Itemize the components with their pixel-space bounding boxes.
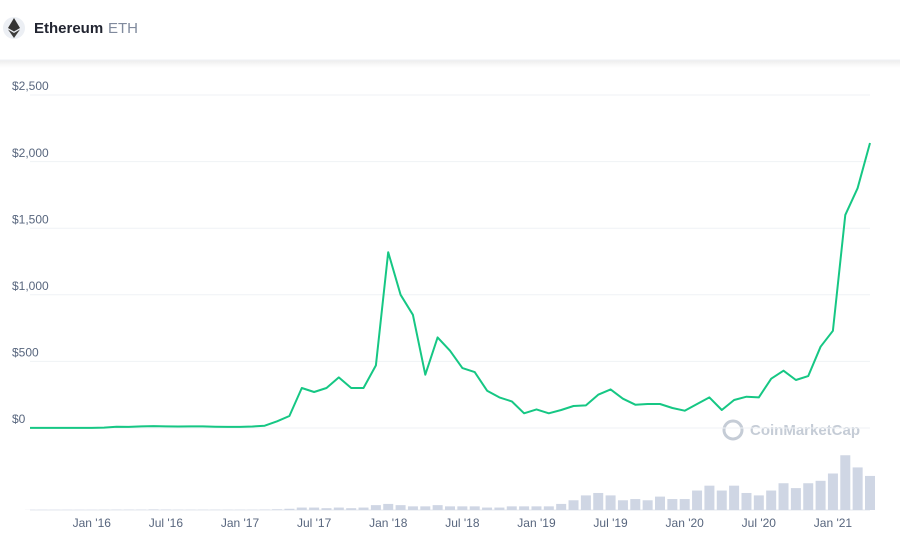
volume-bar bbox=[297, 508, 307, 510]
volume-bar bbox=[284, 509, 294, 510]
volume-bar bbox=[420, 506, 430, 510]
x-tick-label: Jul '19 bbox=[593, 516, 628, 530]
x-tick-label: Jan '19 bbox=[517, 516, 556, 530]
volume-bar bbox=[408, 506, 418, 510]
y-tick-label: $1,500 bbox=[12, 212, 49, 226]
volume-bar bbox=[556, 504, 566, 510]
volume-bar bbox=[309, 508, 319, 510]
x-tick-label: Jul '16 bbox=[149, 516, 184, 530]
volume-bar bbox=[519, 506, 529, 510]
volume-bar bbox=[729, 486, 739, 510]
volume-bar bbox=[717, 491, 727, 510]
price-line bbox=[30, 143, 870, 428]
x-tick-label: Jan '16 bbox=[73, 516, 112, 530]
volume-bar bbox=[680, 499, 690, 510]
volume-bar bbox=[865, 476, 875, 510]
volume-bar bbox=[593, 493, 603, 510]
volume-bar bbox=[396, 505, 406, 510]
volume-bar bbox=[618, 500, 628, 510]
x-tick-label: Jul '18 bbox=[445, 516, 480, 530]
volume-bar bbox=[581, 495, 591, 510]
x-tick-label: Jan '20 bbox=[666, 516, 705, 530]
volume-bar bbox=[840, 455, 850, 510]
y-tick-label: $1,000 bbox=[12, 279, 49, 293]
x-tick-label: Jan '17 bbox=[221, 516, 260, 530]
y-tick-label: $2,000 bbox=[12, 146, 49, 160]
volume-bar bbox=[531, 506, 541, 510]
volume-bar bbox=[630, 499, 640, 510]
volume-bar bbox=[272, 509, 282, 510]
volume-bar bbox=[606, 495, 616, 510]
volume-bar bbox=[643, 500, 653, 510]
volume-bar bbox=[346, 508, 356, 510]
volume-bar bbox=[766, 491, 776, 510]
volume-bar bbox=[853, 467, 863, 510]
volume-bar bbox=[754, 495, 764, 510]
y-tick-label: $500 bbox=[12, 346, 39, 360]
volume-bar bbox=[494, 508, 504, 510]
volume-bar bbox=[433, 505, 443, 510]
x-tick-label: Jul '17 bbox=[297, 516, 332, 530]
x-tick-label: Jul '20 bbox=[742, 516, 777, 530]
y-tick-label: $2,500 bbox=[12, 79, 49, 93]
volume-bar bbox=[544, 506, 554, 510]
volume-bar bbox=[803, 483, 813, 510]
volume-bar bbox=[816, 481, 826, 510]
volume-bar bbox=[741, 493, 751, 510]
volume-bar bbox=[569, 500, 579, 510]
watermark-logo bbox=[724, 421, 742, 439]
x-tick-label: Jan '18 bbox=[369, 516, 408, 530]
volume-bar bbox=[667, 499, 677, 510]
volume-bar bbox=[334, 508, 344, 510]
volume-bar bbox=[482, 508, 492, 510]
header-shadow bbox=[0, 60, 900, 68]
volume-bar bbox=[692, 491, 702, 510]
coin-symbol: ETH bbox=[108, 20, 138, 37]
volume-bar bbox=[149, 509, 159, 510]
watermark: CoinMarketCap bbox=[750, 422, 860, 439]
volume-bar bbox=[445, 506, 455, 510]
volume-bar bbox=[704, 486, 714, 510]
volume-bar bbox=[371, 505, 381, 510]
volume-bar bbox=[655, 497, 665, 510]
volume-bar bbox=[457, 506, 467, 510]
eth-icon bbox=[3, 17, 25, 39]
volume-bar bbox=[321, 508, 331, 510]
y-tick-label: $0 bbox=[12, 412, 26, 426]
volume-bar bbox=[359, 508, 369, 510]
coin-name: Ethereum bbox=[34, 20, 103, 37]
volume-bar bbox=[828, 474, 838, 511]
x-tick-label: Jan '21 bbox=[814, 516, 853, 530]
volume-bar bbox=[383, 504, 393, 510]
volume-bar bbox=[470, 506, 480, 510]
volume-bar bbox=[507, 506, 517, 510]
volume-bar bbox=[791, 488, 801, 510]
volume-bar bbox=[779, 483, 789, 510]
